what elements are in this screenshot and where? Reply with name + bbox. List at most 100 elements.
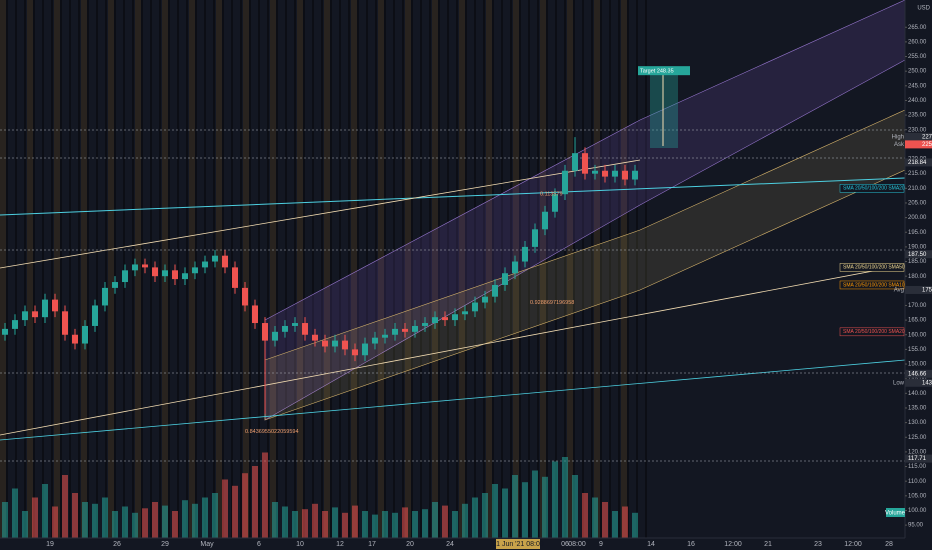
volume-bar [462,503,468,538]
candle-body [602,170,608,177]
currency: USD [917,6,930,12]
volume-bar [382,511,388,538]
volume-bar [112,511,118,538]
session-band [270,0,276,538]
volume-bar [122,506,128,538]
session-band [324,0,330,538]
x-tick-label: 23 [814,541,822,548]
trend-line [0,359,906,441]
volume-bar [72,493,78,538]
candle-body [92,305,98,326]
candle-body [572,153,578,171]
candle-body [12,320,18,329]
y-tick-label: 185.00 [908,259,927,265]
axis-labels: 95.00 100.00 105.00 110.00 115.00 120.00 125.0… [46,25,932,549]
y-tick-label: 100.00 [908,508,927,514]
volume-bar [282,506,288,538]
session-band [378,0,384,538]
y-tick-label: 200.00 [908,215,927,221]
session-band [54,0,60,538]
indicator-tag [839,184,905,193]
volume-bar [442,505,448,538]
volume-bar [212,493,218,538]
volume-bar [232,485,238,538]
y-tick-label: 190.00 [908,244,927,250]
indicator-label: SMA 20/50/100/200 SMA100 [843,282,908,288]
annotation: 0.8436955022059594 [245,429,299,435]
x-tick-label: 16 [687,541,695,548]
session-band [27,0,33,538]
candle-body [222,255,228,268]
price-tag-name: Ask [894,142,905,148]
y-tick-label: 255.00 [908,54,927,60]
x-tick-label: 9 [599,541,603,548]
candle-body [62,311,68,335]
price-tag-name: Avg [894,288,904,294]
candle-body [382,334,388,338]
candle-body [322,340,328,347]
session-band [432,0,438,538]
candle-body [432,317,438,324]
volume-bar [262,452,268,538]
candle-body [182,273,188,280]
price-tag-label: 143.60 [922,380,932,386]
volume-bar [182,500,188,538]
x-tick-label: 12:00 [844,541,862,548]
x-tick-label: 06 [561,541,569,548]
candle-body [512,261,518,274]
volume-bar [52,506,58,538]
volume-bar [222,479,228,538]
volume-bar [2,502,8,538]
candle-body [622,170,628,180]
candle-body [522,246,528,262]
annotation: 0.113579 [540,192,563,198]
trend-line [0,177,906,216]
session-band [216,0,222,538]
volume-bar [422,509,428,538]
price-tag [905,454,932,463]
candle-body [612,170,618,177]
y-tick-label: 95.00 [908,523,924,529]
y-tick-label: 130.00 [908,420,927,426]
candle-body [32,311,38,318]
volume-bar [242,473,248,538]
price-tag-name: Low [893,380,905,386]
candle-body [102,287,108,306]
x-tick-label: 14 [647,541,655,548]
candle-body [22,311,28,321]
indicator-tag [839,327,905,337]
candle-body [282,325,288,332]
x-tick-label: 26 [113,541,121,548]
x-tick-label: 10 [296,541,304,548]
session-band [405,0,411,538]
volume-bar [372,514,378,538]
candle-body [442,317,448,321]
y-tick-label: 250.00 [908,69,927,75]
candle-body [302,323,308,335]
volume-bar [292,511,298,538]
volume-bar [202,497,208,538]
volume-label: Volume [885,511,906,517]
volume-bar [302,509,308,538]
price-tag-label: 187.50 [908,252,927,258]
candle-body [562,170,568,195]
session-band [0,0,6,538]
candle-body [262,323,268,341]
volume-bar [132,512,138,538]
candle-body [162,270,168,277]
y-tick-label: 210.00 [908,186,927,192]
y-tick-label: 135.00 [908,406,927,412]
candle-body [232,267,238,288]
volume-bar [532,470,538,538]
candle-body [142,264,148,268]
x-tick-label: 21 [764,541,772,548]
volume-bar [492,484,498,538]
volume-bar [152,502,158,538]
volume-bar [582,493,588,538]
x-tick-label: 19 [46,541,54,548]
x-tick-label: 12:00 [724,541,742,548]
volume-bar [32,497,38,538]
x-tick-label: 08:00 [568,541,586,548]
x-tick-label: 24 [446,541,454,548]
y-tick-label: 180.00 [908,274,927,280]
